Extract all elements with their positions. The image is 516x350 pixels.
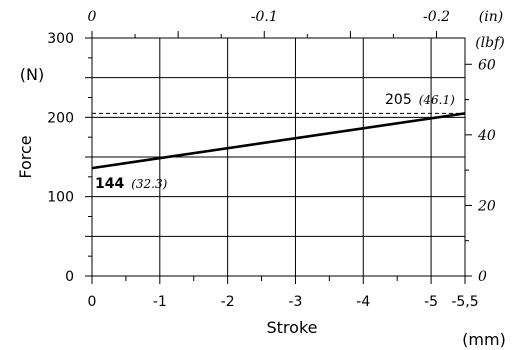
right-tick-label: 60 [478,57,496,73]
x-tick-label: -5 [424,294,438,310]
x-tick-label: -1 [153,294,167,310]
x-axis-label: Stroke [267,318,318,337]
y-axis-label: Force [16,135,35,178]
y-tick-label: 300 [47,31,74,47]
top-tick-label: -0.1 [251,9,278,25]
grid [92,38,465,276]
y-axis-unit: (N) [20,65,44,84]
right-tick-label: 40 [477,128,496,144]
top-tick-label: 0 [88,9,97,25]
x-tick-label: -2 [221,294,235,310]
top-axis-unit: (in) [479,9,503,25]
right-tick-label: 0 [478,269,487,285]
right-tick-label: 20 [477,198,496,214]
top-tick-label: -0.2 [423,9,450,25]
x-axis-unit: (mm) [462,330,506,349]
force-line [91,112,466,170]
end-value-label: 205 (46.1) [385,91,455,108]
x-tick-label: -4 [356,294,370,310]
axis-ticks [85,31,472,284]
y-tick-label: 200 [47,110,74,126]
x-tick-label: 0 [88,294,97,310]
right-axis-unit: (lbf) [475,35,505,51]
start-value-label: 144 (32.3) [95,175,168,192]
y-tick-label: 100 [47,190,74,206]
x-tick-label: -3 [288,294,302,310]
y-tick-label: 0 [65,269,74,285]
x-tick-label: -5,5 [451,294,478,310]
